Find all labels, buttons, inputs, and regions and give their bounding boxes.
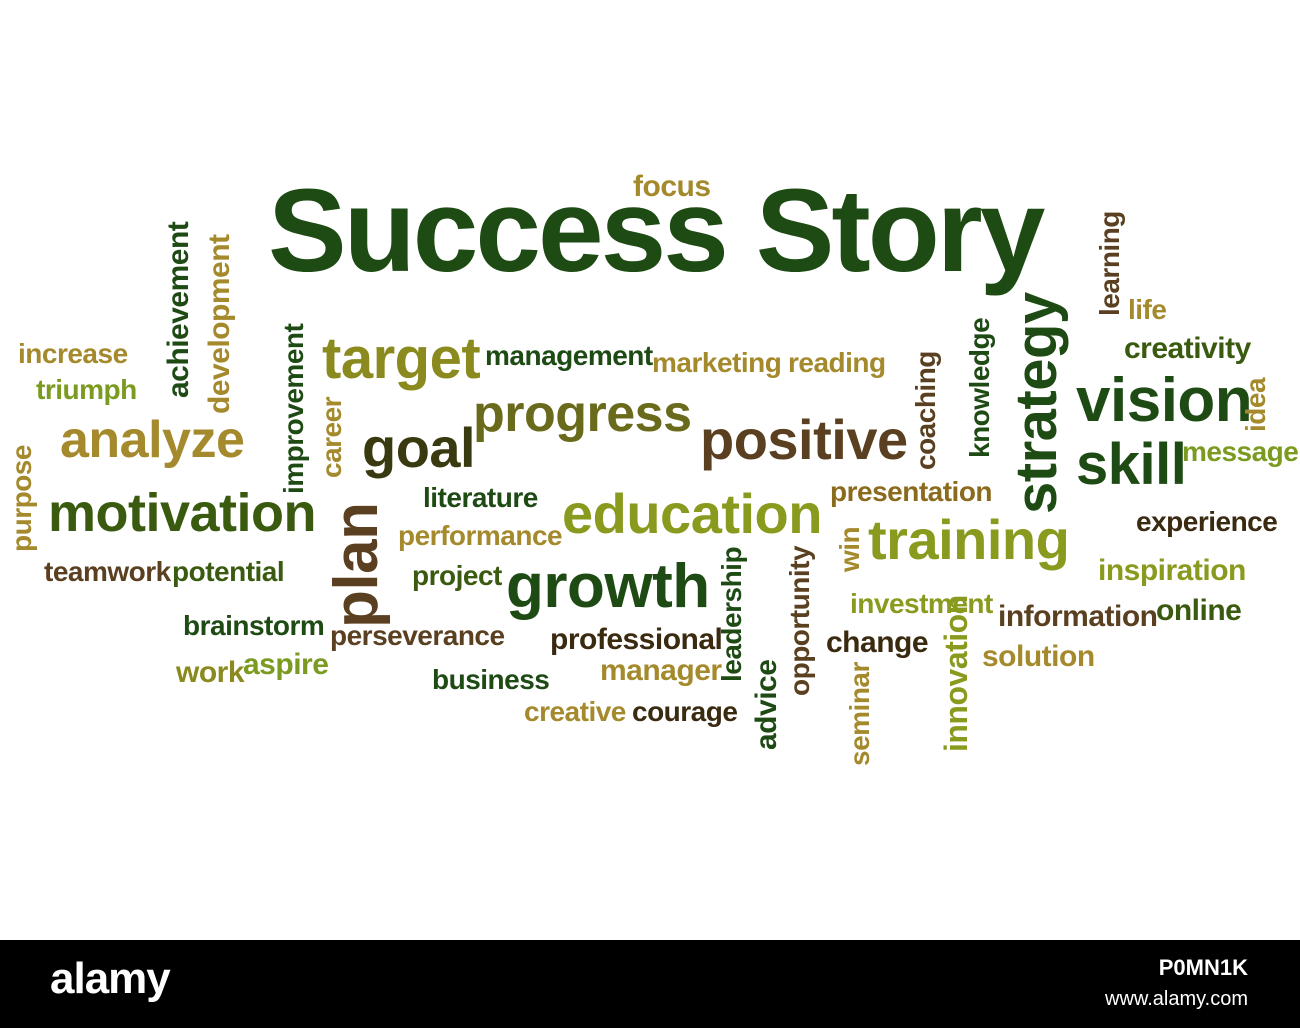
word-professional: professional xyxy=(550,623,723,656)
word-reading: reading xyxy=(788,347,886,378)
word-motivation: motivation xyxy=(48,483,317,543)
word-manager: manager xyxy=(600,654,722,687)
word-career: career xyxy=(316,396,347,478)
word-progress: progress xyxy=(473,385,692,443)
word-improvement: improvement xyxy=(278,323,309,494)
word-perseverance: perseverance xyxy=(330,620,505,651)
word-training: training xyxy=(868,508,1070,571)
word-investment: investment xyxy=(850,588,993,619)
word-solution: solution xyxy=(982,640,1095,673)
title-word: Success Story xyxy=(268,165,1045,297)
site-url: www.alamy.com xyxy=(1105,988,1248,1010)
word-knowledge: knowledge xyxy=(964,317,995,458)
word-triumph: triumph xyxy=(36,374,137,405)
word-achievement: achievement xyxy=(162,221,195,398)
word-project: project xyxy=(412,560,502,591)
word-focus: focus xyxy=(633,170,711,203)
word-message: message xyxy=(1182,436,1299,467)
word-win: win xyxy=(834,526,865,572)
word-education: education xyxy=(562,482,822,545)
word-creative: creative xyxy=(524,696,626,727)
word-strategy: strategy xyxy=(1004,292,1069,514)
word-presentation: presentation xyxy=(830,476,993,507)
word-vision: vision xyxy=(1076,366,1253,435)
word-opportunity: opportunity xyxy=(784,545,815,696)
word-growth: growth xyxy=(506,552,710,621)
word-innovation: innovation xyxy=(938,595,974,752)
word-coaching: coaching xyxy=(910,351,941,470)
word-work: work xyxy=(176,656,245,689)
word-business: business xyxy=(432,664,550,695)
word-brainstorm: brainstorm xyxy=(183,610,325,641)
word-management: management xyxy=(485,340,653,371)
word-idea: idea xyxy=(1240,377,1271,432)
word-learning: learning xyxy=(1094,211,1125,316)
word-life: life xyxy=(1128,294,1167,325)
word-experience: experience xyxy=(1136,506,1278,537)
word-online: online xyxy=(1156,594,1242,627)
word-inspiration: inspiration xyxy=(1098,554,1246,587)
alamy-logo: alamy xyxy=(50,954,171,1003)
word-analyze: analyze xyxy=(60,411,245,469)
word-change: change xyxy=(826,626,929,659)
footer-bar: alamy P0MN1K www.alamy.com xyxy=(0,940,1300,1028)
word-aspire: aspire xyxy=(243,648,329,681)
word-purpose: purpose xyxy=(6,445,37,552)
image-id: P0MN1K xyxy=(1158,955,1248,980)
word-performance: performance xyxy=(398,520,563,551)
word-teamwork: teamwork xyxy=(44,556,171,587)
word-development: development xyxy=(203,234,236,414)
word-literature: literature xyxy=(423,482,538,513)
word-increase: increase xyxy=(18,338,128,369)
word-skill: skill xyxy=(1076,432,1187,497)
word-marketing: marketing xyxy=(652,347,782,378)
word-advice: advice xyxy=(750,659,783,750)
word-leadership: leadership xyxy=(716,546,747,682)
word-information: information xyxy=(998,600,1158,633)
word-goal: goal xyxy=(362,416,476,479)
word-seminar: seminar xyxy=(844,662,875,766)
word-target: target xyxy=(322,326,481,391)
word-plan: plan xyxy=(322,502,391,628)
word-courage: courage xyxy=(632,696,738,727)
word-positive: positive xyxy=(700,408,908,471)
word-cloud: Success Story focus target management ma… xyxy=(6,165,1299,766)
word-creativity: creativity xyxy=(1124,332,1251,365)
word-potential: potential xyxy=(172,556,285,587)
